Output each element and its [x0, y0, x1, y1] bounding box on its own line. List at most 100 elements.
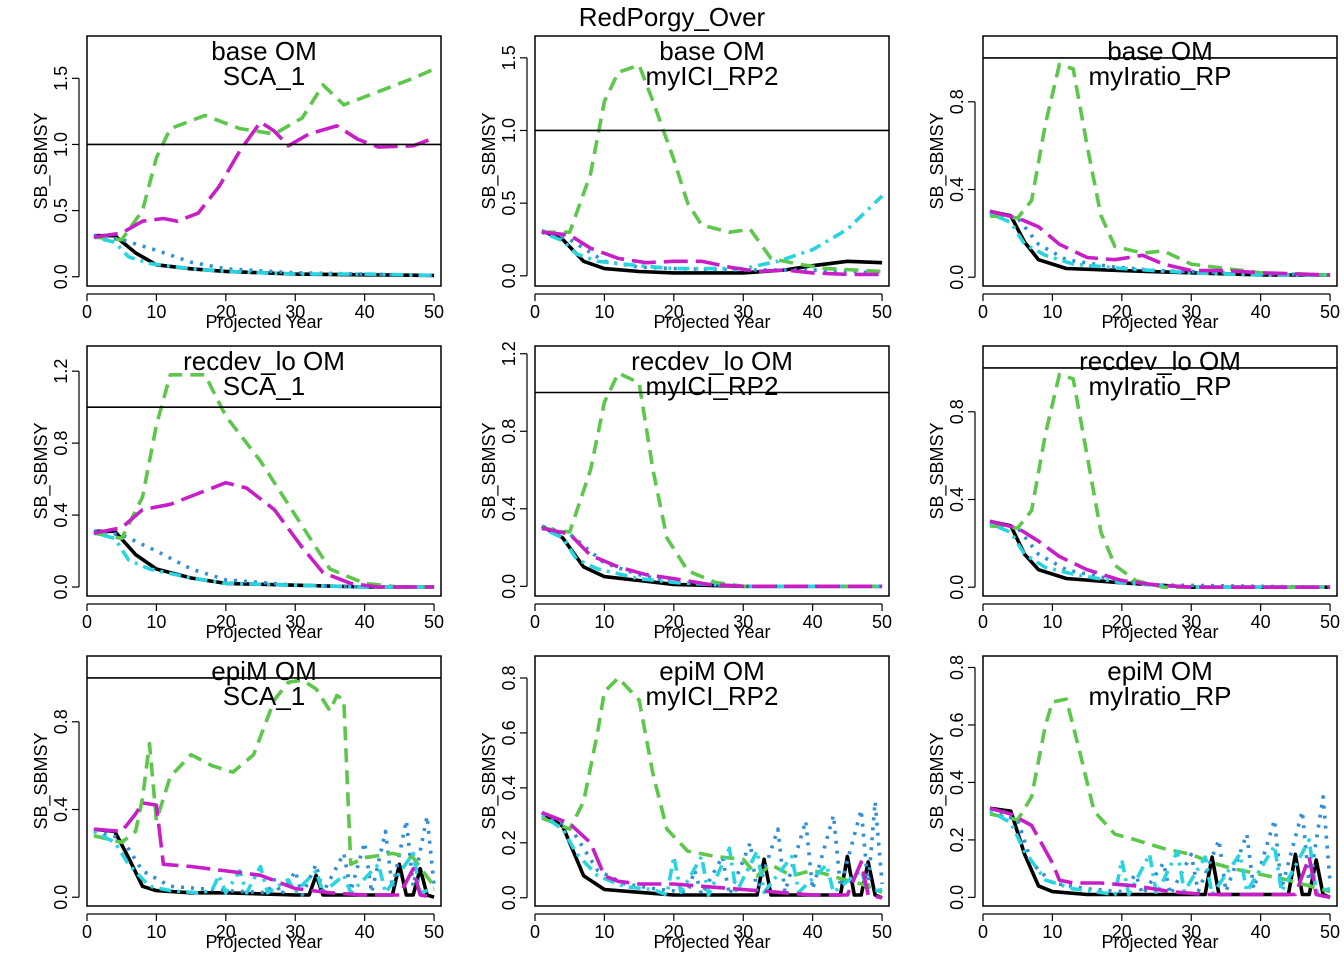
y-tick-label: 1.2	[499, 341, 519, 366]
series-line-black	[989, 209, 1331, 277]
series-line-green	[93, 67, 435, 242]
series-line-magenta	[989, 519, 1331, 590]
plot-frame	[534, 345, 890, 597]
series-line-green	[989, 697, 1331, 894]
x-tick-label: 0	[82, 302, 92, 322]
series-line-black	[989, 519, 1331, 590]
panel-title: base OM	[659, 36, 765, 66]
x-tick-label: 50	[1320, 922, 1340, 942]
y-axis-label: SB_SBMSY	[927, 112, 948, 209]
x-tick-label: 20	[1112, 302, 1132, 322]
x-axis: 0 10 20 30 40 50 Projected Year	[82, 603, 444, 642]
series-line-magenta	[93, 801, 435, 899]
x-axis: 0 10 20 30 40 50 Projected Year	[530, 293, 892, 332]
x-tick-label: 0	[530, 302, 540, 322]
panel-subtitle: myICI_RP2	[646, 681, 779, 711]
x-axis-label: Projected Year	[1101, 312, 1218, 332]
x-axis: 0 10 20 30 40 50 Projected Year	[530, 603, 892, 642]
x-tick-label: 20	[216, 922, 236, 942]
x-tick-label: 10	[594, 302, 614, 322]
panel-subtitle: SCA_1	[223, 681, 305, 711]
series-group	[93, 67, 435, 278]
series-line-cyan	[540, 813, 883, 897]
y-tick-label: 0.2	[947, 827, 967, 852]
y-tick-label: 0.0	[51, 574, 71, 599]
x-axis-label: Projected Year	[1101, 622, 1218, 642]
panel-subtitle: SCA_1	[223, 371, 305, 401]
y-tick-label: 0.0	[499, 574, 519, 599]
plot-frame	[86, 655, 442, 907]
x-tick-label: 40	[1251, 302, 1271, 322]
y-tick-label: 0.0	[51, 885, 71, 910]
x-axis-label: Projected Year	[205, 622, 322, 642]
plot-frame	[86, 345, 442, 597]
x-tick-label: 10	[1042, 612, 1062, 632]
series-line-cyan	[989, 521, 1331, 590]
y-tick-label: 0.8	[499, 665, 519, 690]
series-group	[541, 371, 883, 589]
series-group	[540, 676, 884, 900]
x-tick-label: 10	[594, 922, 614, 942]
x-tick-label: 0	[978, 612, 988, 632]
series-line-black	[93, 827, 435, 899]
y-tick-label: 0.8	[51, 709, 71, 734]
plot-frame	[982, 655, 1338, 907]
x-tick-label: 40	[803, 612, 823, 632]
series-line-black	[541, 524, 883, 589]
y-axis: 0.0 0.4 0.8SB_SBMSY	[31, 709, 80, 910]
x-tick-label: 10	[146, 612, 166, 632]
x-tick-label: 30	[1181, 922, 1201, 942]
y-axis-label: SB_SBMSY	[927, 422, 948, 519]
x-tick-label: 30	[733, 922, 753, 942]
plot-frame	[982, 345, 1338, 597]
x-tick-label: 50	[872, 302, 892, 322]
y-tick-label: 0.8	[947, 655, 967, 680]
y-tick-label: 0.6	[499, 720, 519, 745]
x-tick-label: 30	[733, 302, 753, 322]
x-tick-label: 0	[530, 922, 540, 942]
x-tick-label: 40	[355, 922, 375, 942]
x-tick-label: 50	[1320, 612, 1340, 632]
x-tick-label: 30	[1181, 612, 1201, 632]
x-tick-label: 20	[216, 612, 236, 632]
panel-subtitle: myIratio_RP	[1088, 371, 1231, 401]
x-tick-label: 0	[978, 922, 988, 942]
series-line-black	[93, 233, 435, 278]
x-tick-label: 10	[1042, 302, 1062, 322]
series-line-magenta	[541, 230, 883, 277]
series-line-black	[989, 806, 1331, 900]
x-tick-label: 50	[872, 612, 892, 632]
series-line-blue	[541, 524, 883, 589]
y-axis: 0.0 0.4 0.8 1.2 SB_SBMSY	[31, 359, 80, 600]
panel-subtitle: myIratio_RP	[1088, 61, 1231, 91]
x-axis: 0 10 20 30 40 50 Projected Year	[978, 293, 1340, 332]
x-tick-label: 20	[664, 612, 684, 632]
panel-title: recdev_lo OM	[631, 346, 793, 376]
panel-title: epiM OM	[211, 656, 316, 686]
series-line-cyan	[93, 829, 435, 895]
x-tick-label: 0	[82, 612, 92, 632]
series-group	[989, 372, 1331, 590]
y-axis-label: SB_SBMSY	[927, 732, 948, 829]
series-line-magenta	[989, 209, 1331, 277]
x-tick-label: 20	[216, 302, 236, 322]
x-tick-label: 40	[355, 302, 375, 322]
y-tick-label: 0.0	[499, 263, 519, 288]
y-tick-label: 1.0	[51, 132, 71, 157]
x-tick-label: 20	[1112, 612, 1132, 632]
x-tick-label: 40	[803, 922, 823, 942]
panel-title: epiM OM	[659, 656, 764, 686]
series-line-green	[93, 678, 436, 888]
x-axis: 0 10 20 30 40 50 Projected Year	[82, 913, 444, 952]
series-line-blue	[93, 233, 435, 278]
y-axis-label: SB_SBMSY	[31, 732, 52, 829]
x-tick-label: 10	[1042, 922, 1062, 942]
series-group	[989, 697, 1332, 900]
panel-title: recdev_lo OM	[1079, 346, 1241, 376]
